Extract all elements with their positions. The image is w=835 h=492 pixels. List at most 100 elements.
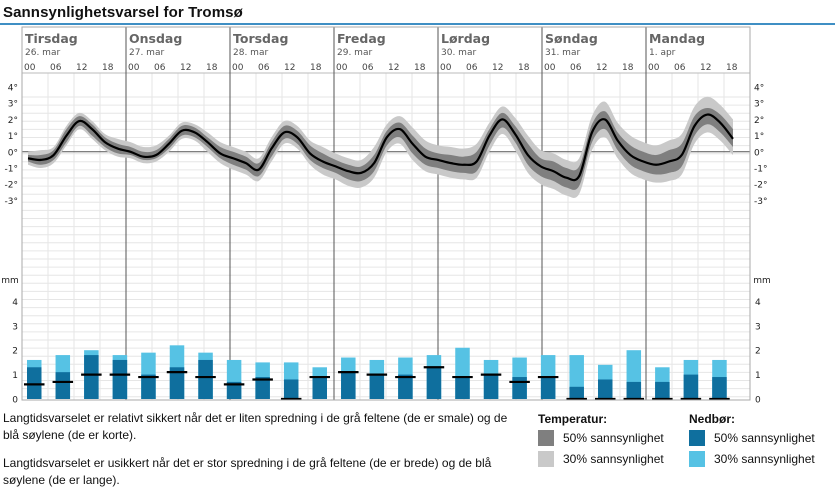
legend-precip-30-label: 30% sannsynlighet [714,452,815,466]
legend-precip-title: Nedbør: [689,412,735,426]
temp-median-line [27,113,734,182]
hour-label: 12 [700,63,711,73]
temp-tick-left: -3° [5,197,18,207]
temp-tick-left: 0° [8,148,18,158]
temp-tick-right: -3° [754,197,767,207]
date-label: 30. mar [441,48,476,58]
temp-tick-left: 4° [8,84,18,94]
precip-bar-50 [512,377,527,399]
legend-temp-50-swatch [538,430,554,446]
hour-label: 06 [362,63,374,73]
precip-bar-50 [169,367,185,399]
plot-border [21,26,751,401]
legend-temperature-title: Temperatur: [538,412,608,426]
legend-temp-30: 30% sannsynlighet [538,451,664,467]
hour-label: 06 [570,63,582,73]
date-label: 1. apr [649,48,676,58]
day-label: Søndag [545,31,598,46]
hour-label: 12 [180,63,191,73]
hour-label: 00 [232,63,244,73]
hour-label: 12 [284,63,295,73]
precip-tick-left: 4 [12,298,18,308]
legend-precip-50-label: 50% sannsynlighet [714,431,815,445]
hour-label: 18 [414,63,426,73]
precip-bar-50 [712,377,727,399]
precip-bar-50 [84,355,99,399]
hour-label: 12 [388,63,399,73]
precip-bar-50 [27,367,42,399]
precip-bar-50 [141,374,156,399]
day-label: Tirsdag [25,31,78,46]
legend-temp-30-label: 30% sannsynlighet [563,452,664,466]
hour-label: 00 [24,63,36,73]
precip-bar-50 [598,379,613,399]
hour-label: 06 [466,63,478,73]
date-label: 31. mar [545,48,580,58]
precip-bar-50 [569,386,584,399]
hour-label: 00 [648,63,660,73]
precip-tick-right: 4 [755,298,761,308]
hour-label: 00 [544,63,556,73]
temp-tick-left: 1° [8,132,18,142]
hour-label: 18 [726,63,738,73]
temp-tick-left: -1° [5,165,18,175]
day-label: Onsdag [129,31,182,46]
day-label: Torsdag [233,31,288,46]
hour-label: 18 [518,63,530,73]
description-uncertain: Langtidsvarselet er usikkert når det er … [3,456,492,487]
hour-label: 00 [336,63,348,73]
legend-precip-50-swatch [689,430,705,446]
legend-precip-30: 30% sannsynlighet [689,451,815,467]
legend-temp-50-label: 50% sannsynlighet [563,431,664,445]
legend-precip-50: 50% sannsynlighet [689,430,815,446]
hour-label: 12 [76,63,87,73]
hour-label: 00 [128,63,140,73]
temp-tick-right: 2° [754,116,764,126]
precip-bar-50 [683,374,699,399]
hour-label: 12 [596,63,607,73]
precip-tick-left: 1 [12,371,18,381]
day-label: Mandag [649,31,705,46]
precip-bar-50 [455,377,470,399]
precip-tick-left: 0 [12,396,18,406]
precip-unit-left: mm [1,276,19,286]
temp-tick-left: -2° [5,181,18,191]
precip-bar-50 [341,372,356,399]
precip-bar-50 [398,374,413,399]
hour-label: 06 [674,63,686,73]
precip-bar-50 [655,381,670,399]
precip-bar-50 [312,377,327,399]
precip-bar-50 [283,379,299,399]
precip-bar-50 [540,377,556,399]
hour-label: 00 [440,63,452,73]
temp-tick-right: -1° [754,165,767,175]
precip-tick-left: 2 [12,347,18,357]
date-label: 29. mar [337,48,372,58]
precip-tick-left: 3 [12,322,18,332]
date-label: 26. mar [25,48,60,58]
description-certain: Langtidsvarselet er relativt sikkert når… [3,411,508,442]
hour-label: 06 [154,63,166,73]
hour-label: 18 [310,63,322,73]
temp-tick-right: 0° [754,148,764,158]
precip-bar-50 [426,367,442,399]
date-label: 27. mar [129,48,164,58]
temp-tick-right: 1° [754,132,764,142]
page-title: Sannsynlighetsvarsel for Tromsø [3,4,243,21]
title-rule [0,23,835,25]
hour-label: 18 [622,63,634,73]
temp-tick-right: 3° [754,100,764,110]
precip-bar-50 [226,381,242,399]
day-label: Fredag [337,31,386,46]
precip-tick-right: 3 [755,322,761,332]
precip-bar-50 [626,381,642,399]
precip-bar-50 [112,359,128,399]
legend-temp-30-swatch [538,451,554,467]
temp-tick-right: -2° [754,181,767,191]
temp-tick-right: 4° [754,84,764,94]
temp-tick-left: 2° [8,116,18,126]
hour-label: 06 [258,63,270,73]
precip-bar-50 [55,372,71,399]
precip-tick-right: 1 [755,371,761,381]
